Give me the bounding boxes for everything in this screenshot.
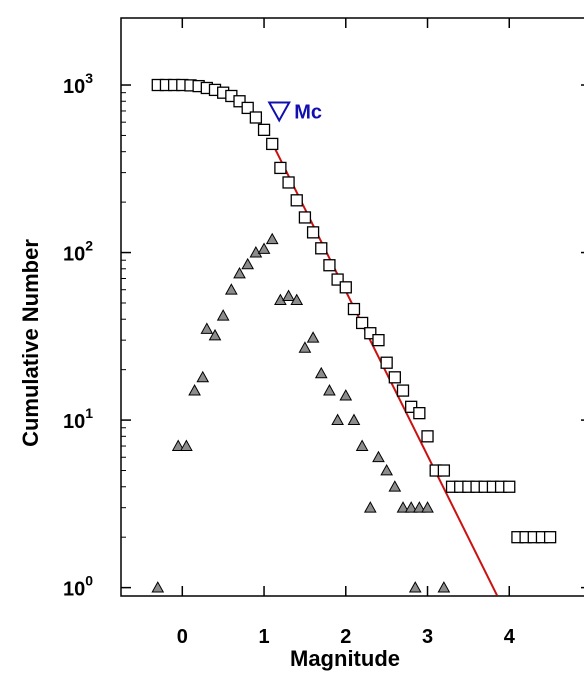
square-point xyxy=(290,194,303,207)
triangle-point xyxy=(306,331,320,343)
mc-annotation: Mc xyxy=(267,101,322,123)
triangle-point xyxy=(151,581,165,593)
square-point xyxy=(274,161,287,175)
y-axis-title: Cumulative Number xyxy=(18,239,43,447)
square-point xyxy=(372,334,385,347)
square-point xyxy=(298,211,312,224)
triangle-point xyxy=(233,266,246,279)
square-point xyxy=(503,480,516,493)
triangle-point xyxy=(347,413,361,425)
square-point xyxy=(257,123,271,136)
triangle-point xyxy=(331,413,344,425)
square-point xyxy=(437,464,451,477)
triangle-point xyxy=(412,501,426,513)
triangle-point xyxy=(241,257,255,270)
square-point xyxy=(306,226,320,239)
triangle-point xyxy=(372,450,385,463)
triangle-point xyxy=(421,501,434,513)
triangle-point xyxy=(224,283,238,295)
triangle-point xyxy=(314,366,328,379)
square-point xyxy=(241,101,254,115)
triangle-point xyxy=(396,501,410,513)
square-point xyxy=(282,176,295,189)
mc-marker xyxy=(267,101,291,123)
triangle-point xyxy=(363,501,377,513)
triangle-point xyxy=(188,384,201,396)
y-tick-label: 103 xyxy=(63,70,93,98)
triangle-point xyxy=(380,463,394,476)
square-point xyxy=(543,531,557,544)
square-point xyxy=(266,137,279,151)
triangle-point xyxy=(437,581,451,593)
triangle-point xyxy=(290,293,304,306)
y-tick-label: 100 xyxy=(63,573,93,601)
tick-labels: 012345100101102103 xyxy=(63,70,516,648)
y-tick-label: 102 xyxy=(63,238,93,266)
triangle-point xyxy=(171,439,185,451)
x-tick-label: 1 xyxy=(258,626,269,648)
fit-line xyxy=(271,142,498,596)
square-point xyxy=(249,111,263,124)
x-tick-label: 0 xyxy=(177,626,188,648)
square-point xyxy=(233,95,246,108)
square-point xyxy=(396,384,410,397)
square-point xyxy=(339,281,352,294)
x-axis-title: Magnitude xyxy=(290,646,400,671)
square-point xyxy=(323,259,336,272)
square-point xyxy=(421,430,434,443)
square-point xyxy=(355,316,369,330)
square-point xyxy=(388,371,401,384)
y-tick-label: 101 xyxy=(63,405,93,433)
x-tick-label: 2 xyxy=(340,626,351,648)
triangle-point xyxy=(408,581,422,593)
square-point xyxy=(405,400,418,413)
triangle-point xyxy=(216,309,230,321)
triangle-point xyxy=(257,242,271,254)
triangle-point xyxy=(404,501,418,513)
triangle-point xyxy=(208,328,222,341)
fit-line-layer xyxy=(271,142,498,596)
square-point xyxy=(315,242,328,255)
triangle-point xyxy=(265,232,279,245)
triangle-point xyxy=(180,439,193,451)
triangle-point xyxy=(196,370,210,383)
square-point xyxy=(347,302,361,316)
triangle-point xyxy=(355,439,369,451)
triangle-point xyxy=(282,289,295,301)
triangle-point xyxy=(298,341,312,353)
triangle-point xyxy=(388,480,402,492)
triangle-point xyxy=(339,389,353,401)
x-tick-label: 3 xyxy=(422,626,433,648)
square-point xyxy=(413,407,426,420)
triangle-series xyxy=(151,232,451,593)
mc-label: Mc xyxy=(294,101,322,123)
triangle-point xyxy=(200,322,214,334)
square-series xyxy=(151,78,557,544)
x-tick-label: 4 xyxy=(504,626,516,648)
square-point xyxy=(331,273,344,286)
triangle-point xyxy=(249,246,263,258)
triangle-point xyxy=(323,384,336,396)
square-point xyxy=(380,356,393,369)
axis-ticks xyxy=(121,18,584,596)
plot-frame xyxy=(120,17,584,597)
square-point xyxy=(364,327,377,340)
